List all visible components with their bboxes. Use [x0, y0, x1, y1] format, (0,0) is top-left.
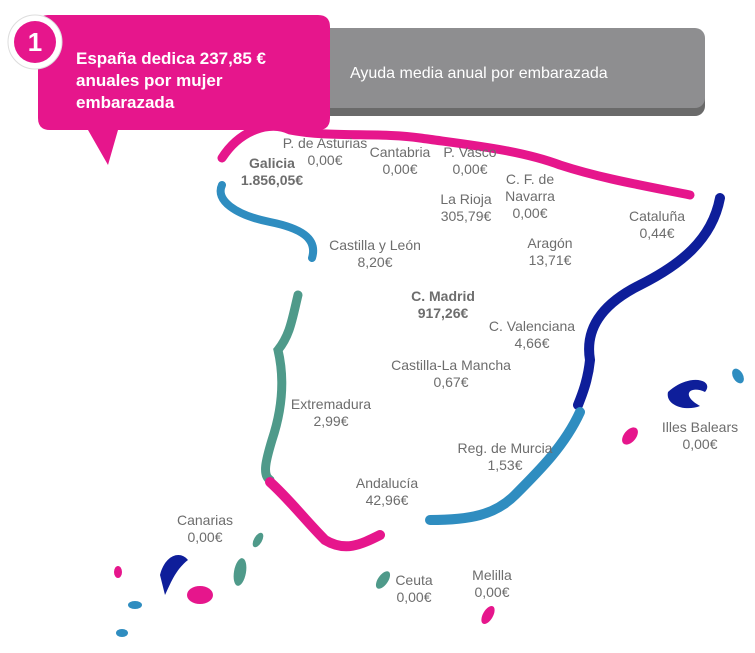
region-value: 305,79€: [441, 208, 492, 224]
region-name: P. Vasco: [443, 144, 496, 160]
region-value: 0,00€: [474, 584, 509, 600]
region-name: P. de Asturias: [283, 135, 368, 151]
region-name: Castilla-La Mancha: [391, 357, 511, 373]
region-name: C. Valenciana: [489, 318, 575, 334]
header: 1 España dedica 237,85 € anuales por muje…: [7, 14, 705, 165]
region-name: Melilla: [472, 567, 512, 583]
region-value: 1,53€: [487, 457, 522, 473]
region-value: 0,00€: [452, 161, 487, 177]
region-name: Ceuta: [395, 572, 433, 588]
region-name: Andalucía: [356, 475, 418, 491]
region-name: Reg. de Murcia: [458, 440, 553, 456]
region-value: 0,00€: [307, 152, 342, 168]
badge: 1: [28, 27, 42, 57]
region-name: Cataluña: [629, 208, 685, 224]
region-name: Illes Balears: [662, 419, 738, 435]
title-line: anuales por mujer: [76, 71, 223, 90]
region-value: 0,00€: [512, 205, 547, 221]
region-name: C. F. de: [506, 171, 554, 187]
region-name: Castilla y León: [329, 237, 421, 253]
title-line: España dedica 237,85 €: [76, 49, 266, 68]
region-name: Navarra: [505, 188, 555, 204]
region-value: 2,99€: [313, 413, 348, 429]
region-name: Aragón: [527, 235, 572, 251]
region-value: 0,00€: [382, 161, 417, 177]
region-name: C. Madrid: [411, 288, 475, 304]
region-value: 42,96€: [366, 492, 409, 508]
region-value: 917,26€: [418, 305, 469, 321]
region-value: 0,67€: [433, 374, 468, 390]
region-value: 8,20€: [357, 254, 392, 270]
title-line: embarazada: [76, 93, 175, 112]
region-name: Galicia: [249, 155, 295, 171]
subtitle: Ayuda media anual por embarazada: [350, 65, 608, 82]
region-value: 4,66€: [514, 335, 549, 351]
region-name: La Rioja: [440, 191, 492, 207]
region-value: 0,00€: [396, 589, 431, 605]
region-value: 1.856,05€: [241, 172, 303, 188]
title: España dedica 237,85 € anuales por mujer e…: [76, 49, 266, 112]
region-value: 0,00€: [682, 436, 717, 452]
region-name: Cantabria: [370, 144, 431, 160]
region-name: Canarias: [177, 512, 233, 528]
region-name: Extremadura: [291, 396, 371, 412]
region-value: 0,44€: [639, 225, 674, 241]
region-value: 0,00€: [187, 529, 222, 545]
region-value: 13,71€: [529, 252, 572, 268]
map-outline: [114, 121, 744, 637]
